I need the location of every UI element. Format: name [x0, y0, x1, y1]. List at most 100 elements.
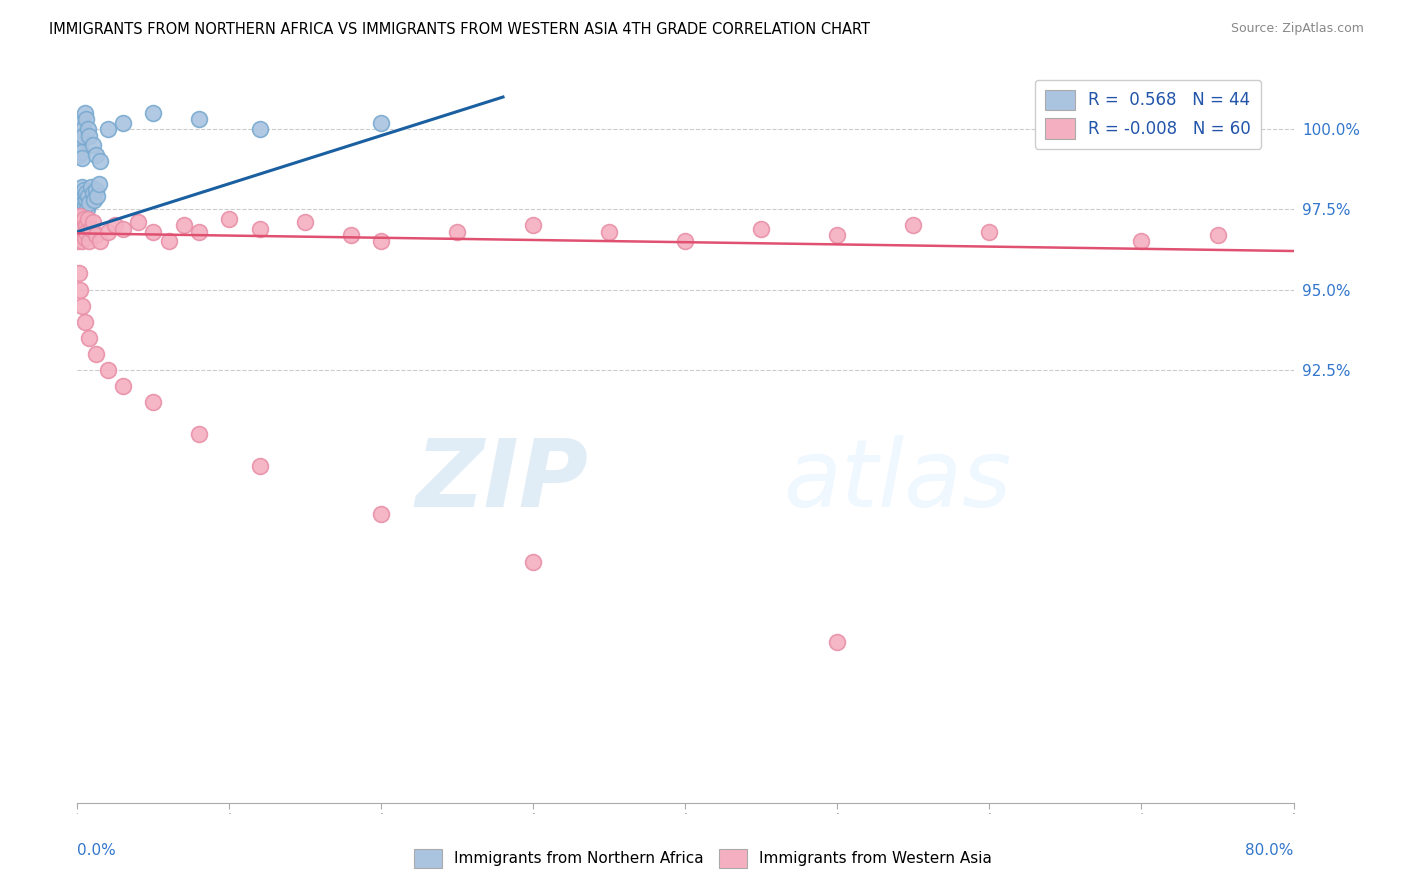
Point	[446, 225, 468, 239]
Point	[370, 116, 392, 130]
Point	[72, 221, 94, 235]
Point	[70, 225, 93, 239]
Point	[127, 215, 149, 229]
Point	[79, 128, 101, 143]
Point	[142, 394, 165, 409]
Point	[70, 145, 93, 159]
Point	[173, 219, 195, 233]
Point	[104, 219, 127, 233]
Point	[72, 122, 94, 136]
Point	[72, 189, 94, 203]
Text: ZIP: ZIP	[415, 435, 588, 527]
Point	[76, 202, 98, 217]
Point	[77, 189, 100, 203]
Point	[79, 331, 101, 345]
Point	[75, 225, 97, 239]
Point	[67, 225, 90, 239]
Point	[70, 235, 93, 249]
Point	[80, 179, 103, 194]
Point	[84, 227, 107, 242]
Point	[75, 112, 97, 127]
Point	[69, 215, 91, 229]
Point	[73, 315, 96, 329]
Point	[70, 151, 93, 165]
Point	[77, 211, 100, 226]
Point	[751, 221, 773, 235]
Point	[84, 183, 107, 197]
Point	[69, 128, 91, 143]
Point	[67, 211, 90, 226]
Legend: R =  0.568   N = 44, R = -0.008   N = 60: R = 0.568 N = 44, R = -0.008 N = 60	[1035, 79, 1261, 149]
Text: 0.0%: 0.0%	[77, 843, 117, 858]
Point	[84, 148, 107, 162]
Point	[79, 195, 101, 210]
Point	[67, 141, 90, 155]
Text: IMMIGRANTS FROM NORTHERN AFRICA VS IMMIGRANTS FROM WESTERN ASIA 4TH GRADE CORREL: IMMIGRANTS FROM NORTHERN AFRICA VS IMMIG…	[49, 22, 870, 37]
Point	[82, 138, 104, 153]
Point	[87, 177, 110, 191]
Point	[157, 235, 180, 249]
Point	[111, 378, 134, 392]
Point	[72, 195, 94, 210]
Point	[1130, 235, 1153, 249]
Point	[69, 135, 91, 149]
Point	[67, 235, 90, 249]
Point	[142, 106, 165, 120]
Point	[370, 235, 392, 249]
Point	[979, 225, 1001, 239]
Point	[218, 211, 240, 226]
Point	[598, 225, 620, 239]
Point	[82, 186, 104, 201]
Point	[188, 426, 211, 441]
Point	[73, 231, 96, 245]
Point	[370, 507, 392, 521]
Point	[188, 225, 211, 239]
Point	[72, 215, 94, 229]
Point	[522, 555, 544, 569]
Point	[73, 211, 96, 226]
Point	[188, 112, 211, 127]
Point	[69, 132, 91, 146]
Point	[111, 221, 134, 235]
Legend: Immigrants from Northern Africa, Immigrants from Western Asia: Immigrants from Northern Africa, Immigra…	[408, 843, 998, 873]
Point	[84, 346, 107, 360]
Point	[340, 227, 363, 242]
Point	[97, 362, 120, 376]
Point	[69, 227, 91, 242]
Point	[70, 186, 93, 201]
Point	[249, 122, 271, 136]
Point	[75, 186, 97, 201]
Point	[70, 116, 93, 130]
Point	[72, 128, 94, 143]
Point	[79, 235, 101, 249]
Point	[827, 635, 849, 649]
Point	[67, 148, 90, 162]
Point	[67, 267, 90, 281]
Point	[83, 193, 105, 207]
Point	[67, 202, 90, 217]
Text: atlas: atlas	[783, 435, 1011, 526]
Point	[69, 199, 91, 213]
Point	[86, 189, 108, 203]
Point	[111, 116, 134, 130]
Point	[73, 106, 96, 120]
Point	[249, 458, 271, 473]
Point	[827, 227, 849, 242]
Point	[70, 219, 93, 233]
Point	[1206, 227, 1229, 242]
Point	[70, 299, 93, 313]
Point	[67, 219, 90, 233]
Point	[675, 235, 697, 249]
Point	[70, 179, 93, 194]
Point	[903, 219, 925, 233]
Point	[82, 215, 104, 229]
Point	[75, 193, 97, 207]
Point	[97, 225, 120, 239]
Text: Source: ZipAtlas.com: Source: ZipAtlas.com	[1230, 22, 1364, 36]
Point	[69, 138, 91, 153]
Point	[89, 154, 111, 169]
Point	[294, 215, 316, 229]
Point	[142, 225, 165, 239]
Point	[75, 219, 97, 233]
Point	[80, 221, 103, 235]
